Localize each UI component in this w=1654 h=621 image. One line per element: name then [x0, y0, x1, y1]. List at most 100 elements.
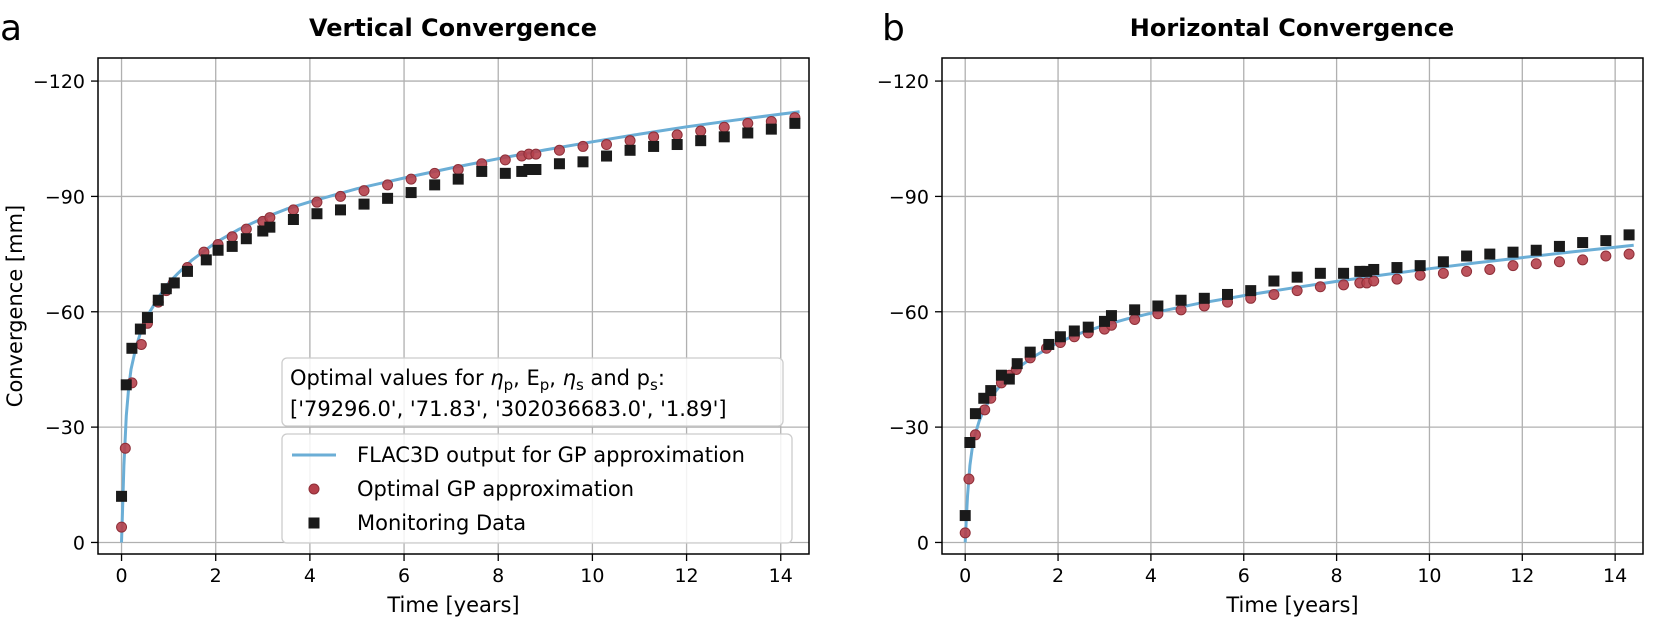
panel-vertical-convergence: a Vertical Convergence 0 2 4 6 8 10 12 14 0 −30 −60 −… — [0, 8, 810, 617]
data-point-monitoring — [1484, 248, 1496, 260]
annotation-subscript: s — [650, 376, 658, 394]
data-point-gp — [671, 129, 683, 141]
data-point-monitoring — [1507, 246, 1519, 258]
data-point-gp — [1507, 260, 1519, 272]
data-point-monitoring — [1414, 260, 1426, 272]
data-point-monitoring — [1129, 304, 1141, 316]
data-point-gp — [226, 231, 238, 243]
data-point-monitoring — [1082, 321, 1094, 333]
x-tick-label: 14 — [1603, 565, 1627, 587]
annotation-subscript: p — [504, 376, 514, 394]
data-point-gp — [1268, 288, 1280, 300]
data-point-monitoring — [1054, 331, 1066, 343]
annotation-fragment: , — [549, 366, 562, 390]
grid — [98, 58, 809, 554]
data-point-monitoring — [671, 139, 683, 151]
annotation-fragment: , E — [513, 366, 540, 390]
data-point-gp — [553, 144, 565, 156]
y-tick-label: 0 — [73, 532, 85, 554]
data-point-monitoring — [1623, 229, 1635, 241]
data-point-gp — [119, 442, 131, 454]
x-tick-label: 4 — [1145, 565, 1157, 587]
panel-letter: b — [882, 8, 905, 49]
data-point-gp — [334, 190, 346, 202]
data-point-monitoring — [530, 164, 542, 176]
data-point-monitoring — [1437, 256, 1449, 268]
data-point-gp — [240, 223, 252, 235]
data-point-monitoring — [553, 158, 565, 170]
data-point-gp — [499, 154, 511, 166]
data-point-monitoring — [1068, 325, 1080, 337]
data-point-gp — [577, 140, 589, 152]
data-point-monitoring — [120, 379, 132, 391]
data-point-gp — [601, 139, 613, 151]
data-point-monitoring — [1391, 262, 1403, 274]
data-point-monitoring — [311, 208, 323, 220]
data-point-monitoring — [126, 342, 138, 354]
x-tick-label: 6 — [398, 565, 410, 587]
x-tick-label: 4 — [304, 565, 316, 587]
data-point-monitoring — [577, 156, 589, 168]
data-point-gp — [959, 527, 971, 539]
legend: FLAC3D output for GP approximation Optima… — [281, 433, 793, 544]
data-point-gp — [1338, 279, 1350, 291]
data-point-gp — [624, 135, 636, 147]
data-point-monitoring — [1105, 310, 1117, 322]
data-point-monitoring — [959, 510, 971, 522]
data-point-monitoring — [429, 179, 441, 191]
data-point-gp — [1314, 281, 1326, 293]
data-point-monitoring — [141, 312, 153, 324]
series-group — [959, 229, 1635, 543]
data-point-monitoring — [624, 144, 636, 156]
data-point-monitoring — [1461, 250, 1473, 262]
data-point-gp — [358, 185, 370, 197]
data-point-gp — [718, 121, 730, 133]
annotation-fragment: and p — [584, 366, 650, 390]
data-point-monitoring — [334, 204, 346, 216]
data-point-monitoring — [1368, 263, 1380, 275]
legend-box — [281, 433, 793, 544]
x-tick-label: 10 — [1417, 565, 1441, 587]
data-point-monitoring — [240, 233, 252, 245]
x-tick-label: 2 — [1052, 565, 1064, 587]
legend-label: Optimal GP approximation — [357, 477, 634, 501]
data-point-gp — [1291, 285, 1303, 297]
data-point-monitoring — [200, 254, 212, 266]
data-point-gp — [116, 521, 128, 533]
data-point-monitoring — [789, 117, 801, 129]
data-point-gp — [1530, 258, 1542, 270]
data-point-monitoring — [1043, 338, 1055, 350]
data-point-gp — [695, 125, 707, 137]
x-axis-label: Time [years] — [1225, 593, 1358, 617]
data-point-monitoring — [1291, 271, 1303, 283]
data-point-gp — [1175, 304, 1187, 316]
data-point-gp — [311, 196, 323, 208]
data-point-monitoring — [212, 244, 224, 256]
data-point-monitoring — [742, 127, 754, 139]
y-tick-label: −60 — [45, 302, 85, 324]
data-point-monitoring — [1530, 244, 1542, 256]
series-group — [116, 110, 801, 543]
data-point-monitoring — [1011, 358, 1023, 370]
data-point-gp — [429, 167, 441, 179]
annotation-box — [281, 357, 784, 427]
data-point-monitoring — [1354, 265, 1366, 277]
chart-title: Vertical Convergence — [309, 14, 597, 42]
data-point-monitoring — [1361, 265, 1373, 277]
data-point-gp — [452, 164, 464, 176]
data-point-gp — [1461, 265, 1473, 277]
data-point-gp — [1577, 254, 1589, 266]
data-point-gp — [1600, 250, 1612, 262]
plot-area — [942, 58, 1643, 554]
data-point-monitoring — [116, 490, 128, 502]
x-tick-label: 0 — [115, 565, 127, 587]
data-point-gp — [1414, 269, 1426, 281]
legend-label: Monitoring Data — [357, 511, 526, 535]
data-point-monitoring — [1152, 300, 1164, 312]
data-point-monitoring — [1245, 285, 1257, 297]
data-point-monitoring — [1198, 292, 1210, 304]
data-point-gp — [405, 173, 417, 185]
y-tick-label: −120 — [877, 71, 929, 93]
data-point-monitoring — [134, 323, 146, 335]
data-point-gp — [1391, 273, 1403, 285]
